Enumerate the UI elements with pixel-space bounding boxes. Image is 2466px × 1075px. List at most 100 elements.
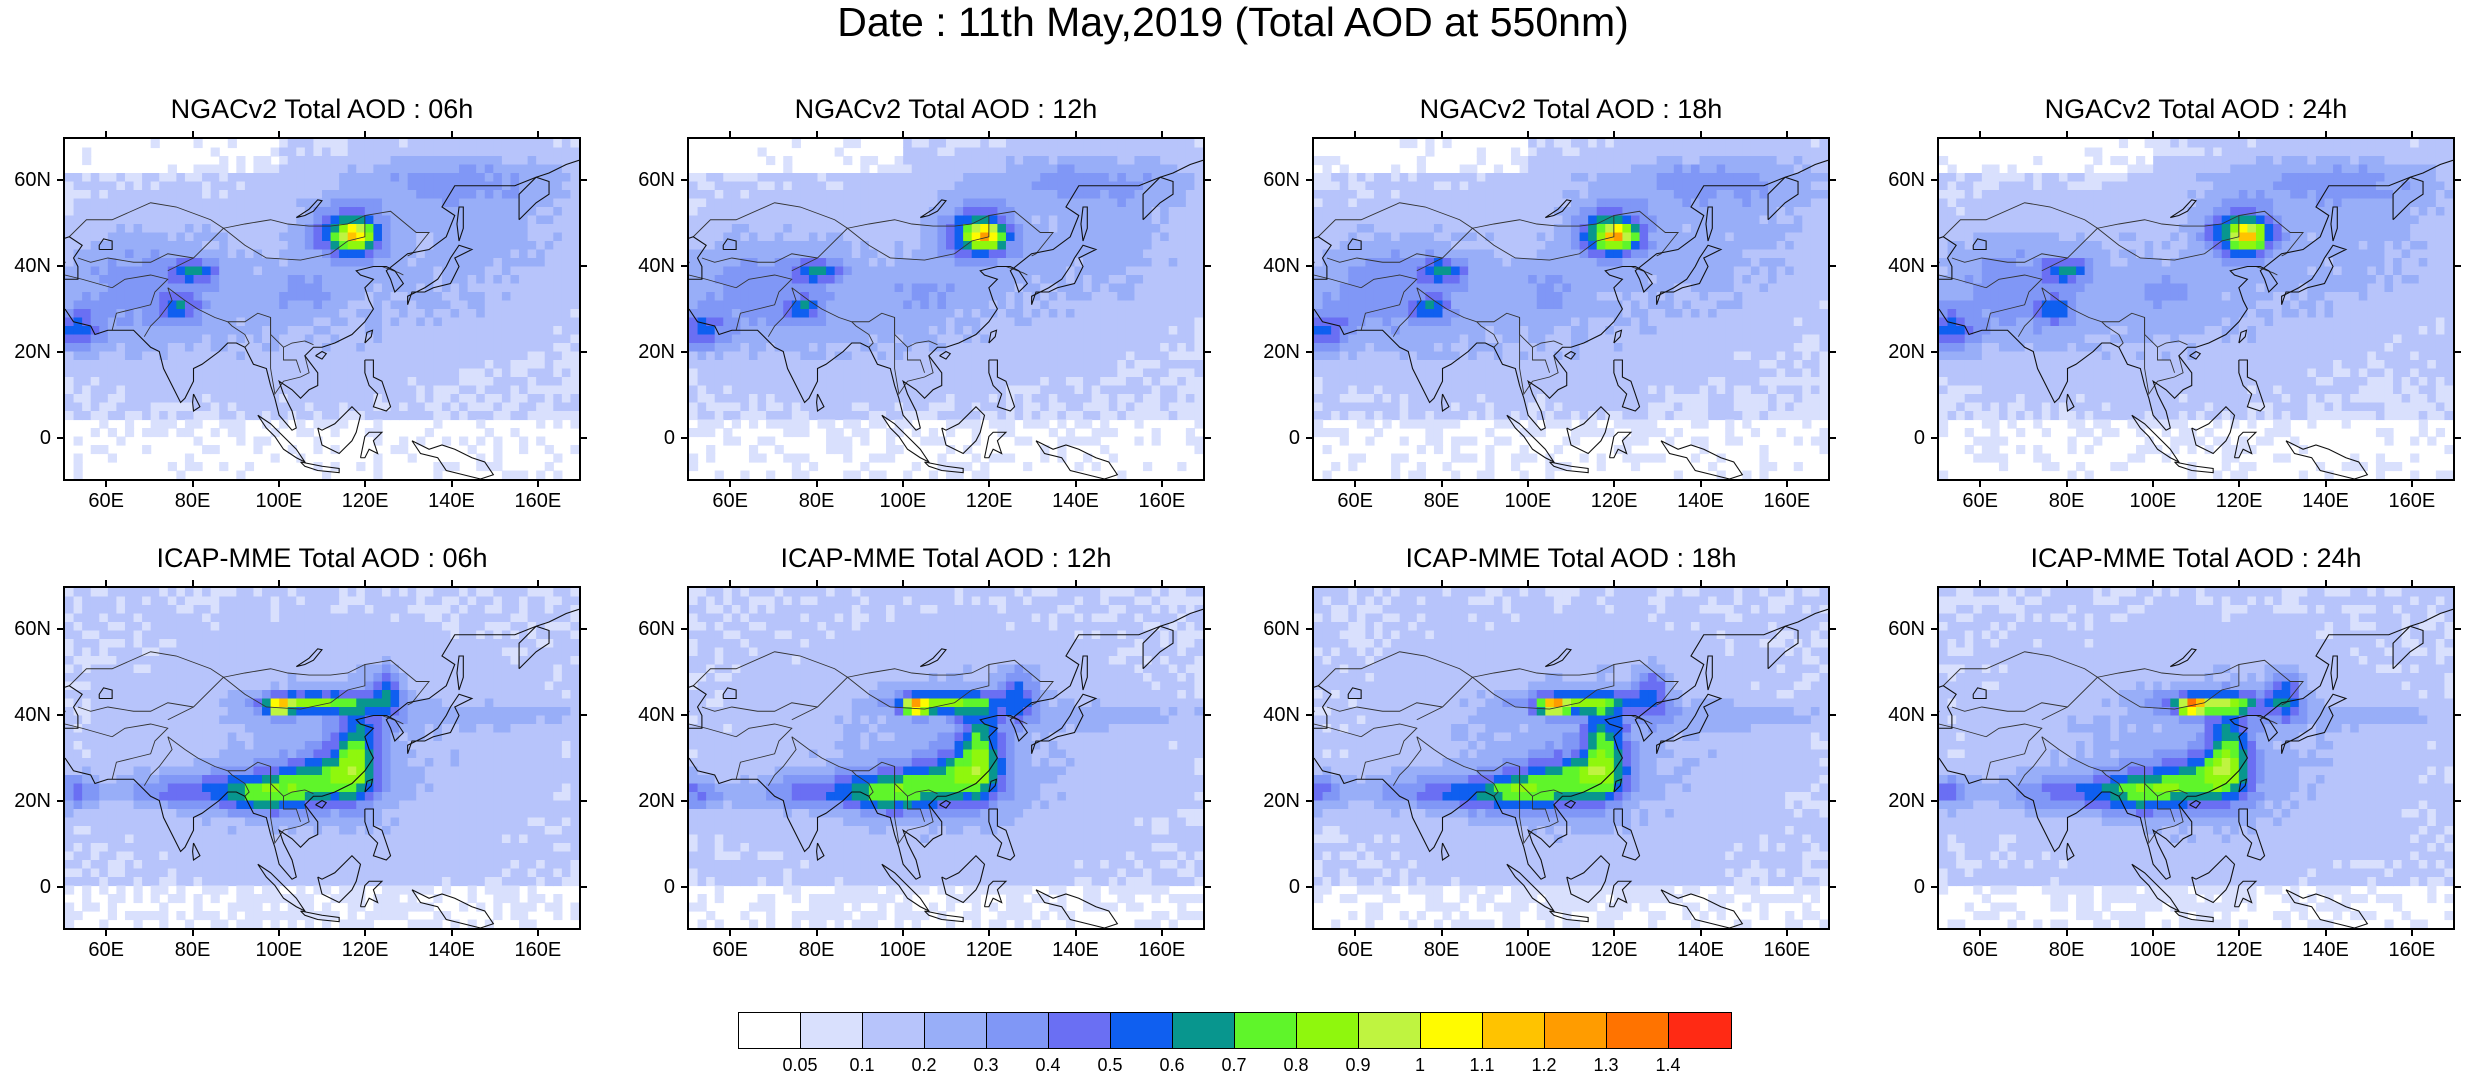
aod-cell — [766, 233, 775, 242]
aod-cell — [459, 258, 468, 267]
aod-cell — [1691, 139, 1700, 148]
aod-cell — [706, 190, 715, 199]
aod-cell — [1057, 335, 1066, 344]
aod-cell — [1580, 199, 1589, 208]
aod-cell — [1537, 250, 1546, 259]
aod-cell — [1682, 216, 1691, 225]
aod-cell — [1117, 216, 1126, 225]
aod-cell — [1742, 250, 1751, 259]
aod-cell — [485, 199, 494, 208]
aod-cell — [348, 318, 357, 327]
aod-cell — [1622, 224, 1631, 233]
aod-cell — [313, 275, 322, 284]
aod-cell — [570, 292, 579, 301]
aod-cell — [253, 326, 262, 335]
aod-cell — [946, 165, 955, 174]
aod-cell — [1023, 411, 1032, 420]
aod-cell — [963, 199, 972, 208]
aod-cell — [416, 292, 425, 301]
aod-cell — [382, 173, 391, 182]
aod-cell — [1075, 275, 1084, 284]
aod-cell — [1152, 258, 1161, 267]
aod-cell — [732, 411, 741, 420]
aod-cell — [399, 241, 408, 250]
aod-cell — [356, 165, 365, 174]
aod-cell — [468, 207, 477, 216]
aod-cell — [1083, 369, 1092, 378]
aod-cell — [955, 360, 964, 369]
aod-cell — [1109, 250, 1118, 259]
aod-cell — [331, 403, 340, 412]
aod-cell — [176, 343, 185, 352]
aod-cell — [1040, 394, 1049, 403]
aod-cell — [1383, 182, 1392, 191]
aod-cell — [749, 173, 758, 182]
aod-cell — [1759, 224, 1768, 233]
aod-cell — [1597, 224, 1606, 233]
aod-cell — [253, 369, 262, 378]
aod-cell — [706, 343, 715, 352]
aod-cell — [570, 343, 579, 352]
aod-cell — [1023, 369, 1032, 378]
aod-cell — [1657, 258, 1666, 267]
aod-cell — [108, 224, 117, 233]
aod-cell — [972, 165, 981, 174]
aod-cell — [1537, 190, 1546, 199]
aod-cell — [408, 173, 417, 182]
aod-cell — [1794, 233, 1803, 242]
aod-cell — [1032, 309, 1041, 318]
aod-cell — [955, 369, 964, 378]
aod-cell — [253, 318, 262, 327]
aod-cell — [416, 148, 425, 157]
aod-cell — [997, 292, 1006, 301]
aod-cell — [279, 335, 288, 344]
aod-cell — [125, 224, 134, 233]
aod-cell — [1117, 258, 1126, 267]
aod-cell — [1057, 360, 1066, 369]
aod-cell — [706, 224, 715, 233]
aod-cell — [194, 267, 203, 276]
aod-cell — [485, 250, 494, 259]
aod-cell — [1528, 148, 1537, 157]
aod-cell — [408, 386, 417, 395]
aod-cell — [835, 445, 844, 454]
aod-cell — [1006, 343, 1015, 352]
aod-cell — [1160, 275, 1169, 284]
aod-cell — [536, 275, 545, 284]
aod-cell — [176, 182, 185, 191]
aod-cell — [1169, 199, 1178, 208]
aod-cell — [1049, 190, 1058, 199]
aod-cell — [65, 207, 74, 216]
aod-cell — [732, 250, 741, 259]
aod-cell — [74, 471, 83, 480]
aod-cell — [1049, 156, 1058, 165]
aod-cell — [732, 199, 741, 208]
aod-cell — [528, 207, 537, 216]
aod-cell — [65, 241, 74, 250]
aod-cell — [1109, 156, 1118, 165]
aod-cell — [1100, 445, 1109, 454]
aod-cell — [972, 309, 981, 318]
aod-cell — [91, 292, 100, 301]
aod-cell — [1143, 394, 1152, 403]
aod-cell — [723, 207, 732, 216]
aod-cell — [749, 199, 758, 208]
aod-cell — [1665, 199, 1674, 208]
aod-cell — [903, 326, 912, 335]
aod-cell — [732, 318, 741, 327]
aod-cell — [1194, 165, 1203, 174]
aod-cell — [809, 233, 818, 242]
aod-cell — [168, 207, 177, 216]
aod-cell — [1614, 241, 1623, 250]
aod-cell — [373, 462, 382, 471]
aod-cell — [331, 156, 340, 165]
aod-cell — [920, 182, 929, 191]
aod-cell — [91, 207, 100, 216]
aod-cell — [536, 216, 545, 225]
aod-cell — [1554, 165, 1563, 174]
aod-cell — [1152, 292, 1161, 301]
aod-cell — [1186, 326, 1195, 335]
aod-cell — [792, 335, 801, 344]
aod-cell — [869, 224, 878, 233]
aod-cell — [809, 352, 818, 361]
